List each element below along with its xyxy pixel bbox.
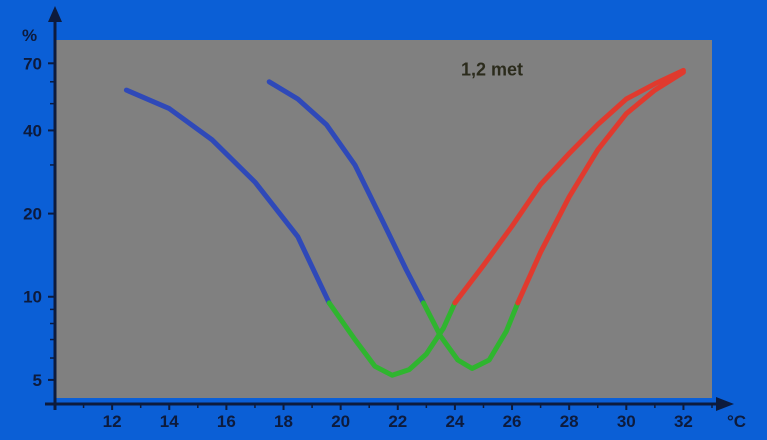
x-tick-label: 16 xyxy=(217,412,236,431)
y-tick-label: 5 xyxy=(33,371,42,390)
x-axis-arrow xyxy=(716,397,734,411)
x-tick-label: 30 xyxy=(617,412,636,431)
x-tick-label: 28 xyxy=(560,412,579,431)
series-1-warm-line xyxy=(452,67,686,306)
series-2-warm-line xyxy=(515,69,686,306)
y-tick-label: 20 xyxy=(23,205,42,224)
y-axis-label: % xyxy=(22,26,37,45)
x-tick-label: 24 xyxy=(445,412,464,431)
ticks-layer: 12 14 16 18 20 22 24 26 28 30 32 5 10 20 40 70 xyxy=(23,54,713,431)
y-tick-label: 40 xyxy=(23,121,42,140)
x-axis-label: °C xyxy=(727,412,746,431)
x-tick-label: 12 xyxy=(103,412,122,431)
x-tick-label: 22 xyxy=(388,412,407,431)
chart-annotation: 1,2 met xyxy=(461,59,523,79)
y-tick-label: 70 xyxy=(23,54,42,73)
series-1-cold-line xyxy=(123,87,332,306)
y-axis-arrow xyxy=(48,6,62,22)
series-layer xyxy=(123,67,686,378)
x-tick-label: 26 xyxy=(503,412,522,431)
x-tick-label: 14 xyxy=(160,412,179,431)
x-tick-label: 32 xyxy=(674,412,693,431)
x-tick-label: 20 xyxy=(331,412,350,431)
x-tick-label: 18 xyxy=(274,412,293,431)
series-2-comfort-line xyxy=(421,300,521,371)
y-tick-label: 10 xyxy=(23,288,42,307)
series-2-cold-line xyxy=(266,79,426,306)
